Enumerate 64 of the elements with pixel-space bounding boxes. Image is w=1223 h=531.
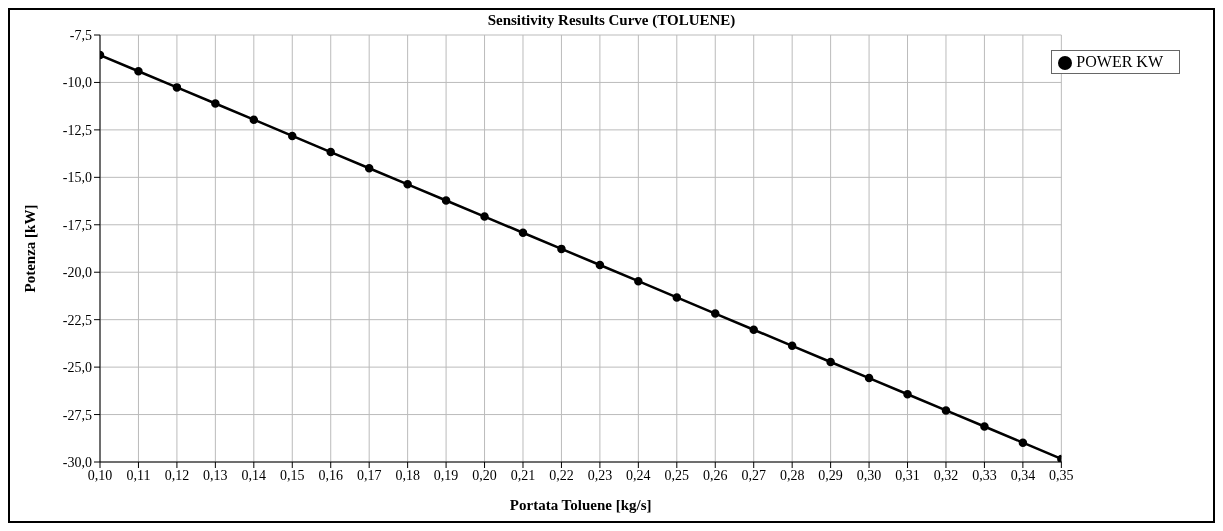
x-tick-label: 0,34 <box>1010 467 1036 483</box>
point <box>903 390 912 399</box>
y-tick-label: -7,5 <box>69 27 92 43</box>
legend-label: POWER KW <box>1076 53 1163 70</box>
y-tick-label: -30,0 <box>62 454 92 470</box>
point <box>211 99 220 108</box>
x-tick-label: 0,33 <box>972 467 997 483</box>
x-tick-label: 0,31 <box>895 467 920 483</box>
point <box>172 83 182 92</box>
x-tick-label: 0,20 <box>472 467 497 483</box>
x-tick-label: 0,32 <box>933 467 959 483</box>
x-axis-title: Portata Toluene [kg/s] <box>509 497 652 513</box>
x-tick-label: 0,16 <box>318 467 343 483</box>
x-tick-label: 0,28 <box>779 467 805 483</box>
y-tick-label: -17,5 <box>62 217 92 233</box>
point <box>134 67 143 76</box>
point <box>980 422 989 431</box>
x-tick-label: 0,30 <box>856 467 882 483</box>
x-tick-label: 0,24 <box>626 467 651 483</box>
x-tick-label: 0,13 <box>203 467 228 483</box>
point <box>749 325 758 334</box>
point <box>326 147 335 157</box>
point <box>595 260 605 270</box>
point <box>864 373 874 383</box>
x-tick-label: 0,29 <box>818 467 843 483</box>
y-tick-label: -12,5 <box>62 122 92 138</box>
x-tick-label: 0,19 <box>433 467 459 483</box>
x-tick-label: 0,25 <box>664 467 690 483</box>
y-tick-label: -25,0 <box>62 360 92 376</box>
point <box>826 357 835 367</box>
point <box>288 131 297 141</box>
x-tick-label: 0,17 <box>356 467 382 483</box>
x-tick-label: 0,14 <box>241 467 267 483</box>
x-tick-label: 0,26 <box>703 467 728 483</box>
x-tick-label: 0,23 <box>587 467 613 483</box>
point <box>941 406 951 415</box>
point <box>1018 438 1028 447</box>
y-tick-label: -10,0 <box>62 75 92 91</box>
y-tick-label: -15,0 <box>62 170 92 186</box>
x-tick-label: 0,18 <box>395 467 420 483</box>
x-tick-label: 0,11 <box>126 467 151 483</box>
x-tick-label: 0,35 <box>1049 467 1074 483</box>
y-tick-label: -20,0 <box>62 265 92 281</box>
point <box>249 115 259 124</box>
x-tick-label: 0,22 <box>549 467 574 483</box>
point <box>480 212 489 221</box>
x-tick-label: 0,15 <box>280 467 305 483</box>
point <box>634 276 643 286</box>
point <box>557 244 566 254</box>
chart-title: Sensitivity Results Curve (TOLUENE) <box>486 12 737 29</box>
point <box>787 341 797 351</box>
y-tick-label: -27,5 <box>62 407 92 423</box>
point <box>672 293 682 302</box>
point <box>441 196 451 205</box>
x-tick-label: 0,12 <box>164 467 190 483</box>
point <box>711 309 720 318</box>
x-tick-label: 0,27 <box>741 467 766 483</box>
point <box>364 163 374 173</box>
y-axis-title: Potenza [kW] <box>22 204 39 293</box>
x-tick-label: 0,10 <box>87 467 113 483</box>
y-tick-label: -22,5 <box>62 312 92 328</box>
x-tick-label: 0,21 <box>510 467 536 483</box>
point <box>518 228 528 237</box>
point <box>403 180 412 189</box>
